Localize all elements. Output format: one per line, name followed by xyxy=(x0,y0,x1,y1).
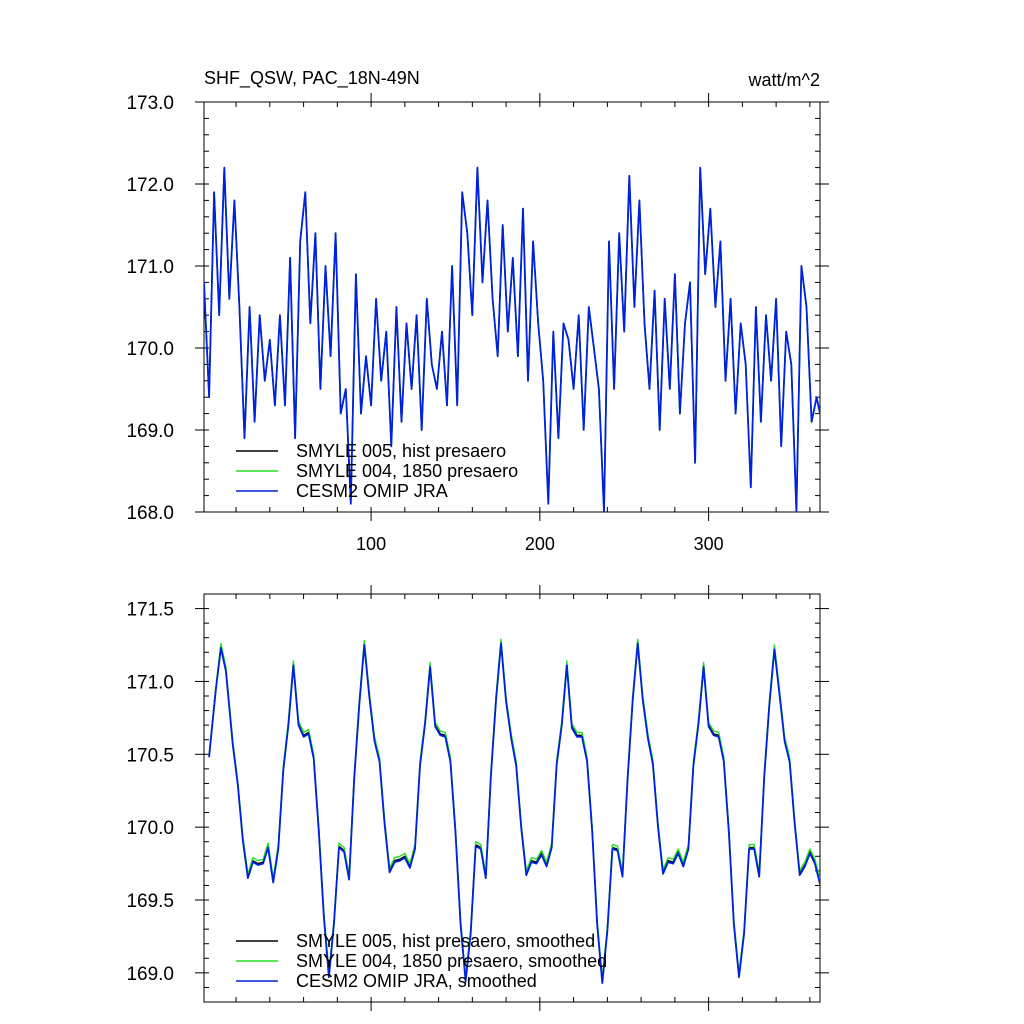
x-tick-label: 300 xyxy=(694,534,724,554)
y-tick-label: 168.0 xyxy=(126,503,174,524)
series-line-2 xyxy=(208,638,820,980)
plot-frame xyxy=(203,101,821,513)
legend-label-1: SMYLE 005, hist presaero, smoothed xyxy=(296,931,595,951)
legend-label-2: SMYLE 004, 1850 presaero xyxy=(296,461,518,481)
chart-title: SHF_QSW, PAC_18N-49N xyxy=(204,68,420,89)
y-tick-label: 171.5 xyxy=(126,600,174,621)
legend-label-3: CESM2 OMIP JRA xyxy=(296,481,448,501)
y-tick-label: 169.5 xyxy=(126,891,174,912)
y-tick-label: 171.0 xyxy=(126,672,174,693)
y-tick-label: 170.0 xyxy=(126,339,174,360)
x-tick-label: 100 xyxy=(356,534,386,554)
series-line-3 xyxy=(208,642,820,984)
y-tick-label: 169.0 xyxy=(126,964,174,985)
y-tick-label: 170.0 xyxy=(126,818,174,839)
series-line-3 xyxy=(204,166,820,512)
y-tick-label: 173.0 xyxy=(126,93,174,114)
legend-label-1: SMYLE 005, hist presaero xyxy=(296,441,506,461)
legend-label-2: SMYLE 004, 1850 presaero, smoothed xyxy=(296,951,607,971)
legend-label-3: CESM2 OMIP JRA, smoothed xyxy=(296,971,537,991)
top-panel: 100 200 300 168.0 169.0 170.0 171.0 172.0 173.0 S… xyxy=(126,93,829,554)
y-tick-label: 170.5 xyxy=(126,745,174,766)
y-tick-label: 171.0 xyxy=(126,257,174,278)
y-tick-label: 169.0 xyxy=(126,421,174,442)
x-tick-label: 200 xyxy=(525,534,555,554)
y-tick-label: 172.0 xyxy=(126,175,174,196)
units-label: watt/m^2 xyxy=(748,70,820,90)
bottom-panel: 169.0 169.5 170.0 170.5 171.0 171.5 SMYLE 005,… xyxy=(126,585,829,1011)
